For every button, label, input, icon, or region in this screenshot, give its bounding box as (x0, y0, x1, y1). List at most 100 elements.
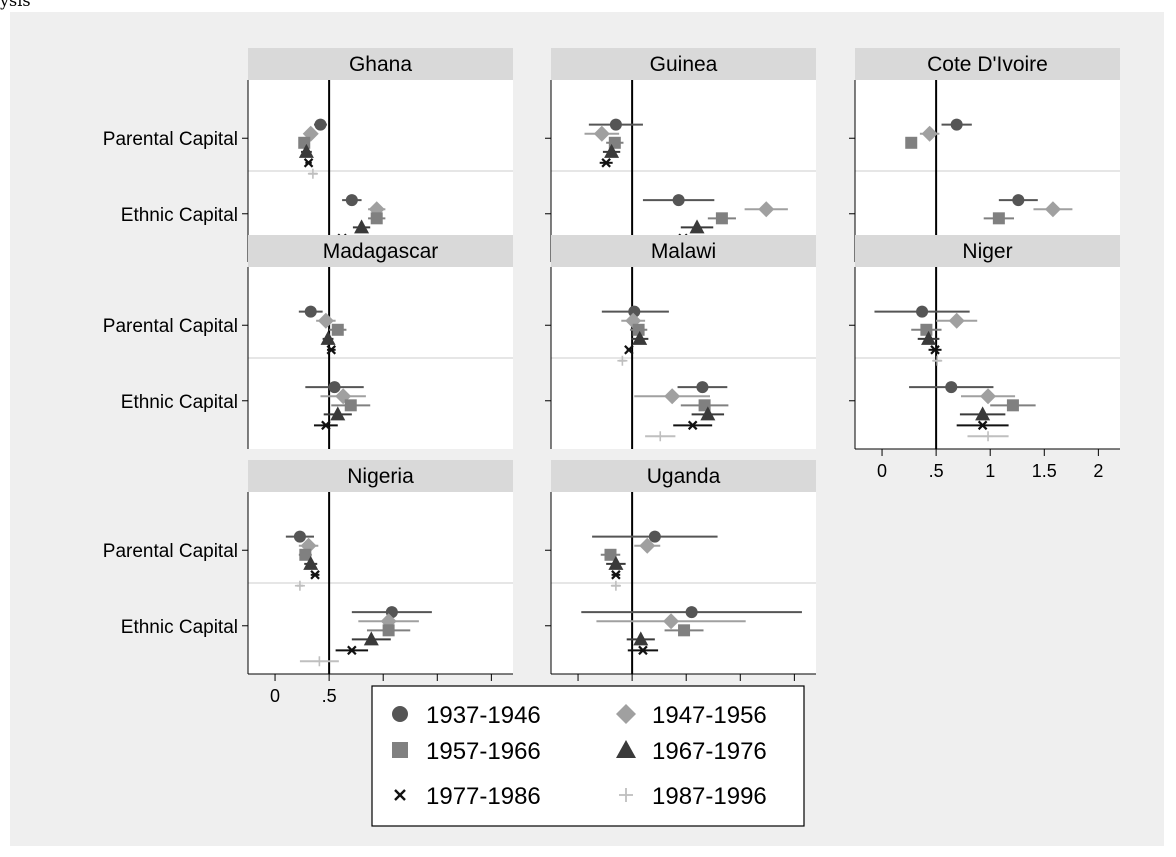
row-label: Ethnic Capital (121, 205, 238, 226)
marker-square (604, 548, 617, 561)
marker-diamond (593, 125, 610, 142)
marker-x (303, 158, 314, 168)
legend-marker-square (392, 742, 408, 758)
marker-triangle (975, 406, 991, 421)
panel-header (855, 235, 1120, 267)
panel-header (248, 48, 513, 80)
panel-header (551, 235, 816, 267)
legend-marker-diamond (616, 704, 636, 724)
marker-circle (1012, 194, 1025, 207)
marker-triangle (633, 631, 649, 646)
legend-marker-circle (392, 706, 408, 722)
panel-guinea: Guinea (545, 48, 816, 262)
marker-x (930, 345, 940, 355)
marker-diamond (980, 388, 997, 405)
marker-triangle (921, 330, 937, 345)
marker-square (331, 323, 344, 336)
marker-plus (655, 431, 666, 442)
marker-plus (294, 580, 305, 591)
marker-circle (314, 118, 327, 131)
marker-plus (983, 431, 994, 442)
marker-circle (304, 305, 317, 318)
x-tick-label: .5 (929, 461, 944, 481)
panel-cote-d-ivoire: Cote D'Ivoire (849, 48, 1120, 262)
marker-triangle (354, 219, 370, 234)
marker-circle (345, 194, 358, 207)
marker-circle (672, 194, 685, 207)
legend-label: 1947-1956 (652, 702, 767, 729)
panel-nigeria: Nigeria Parental Capital Ethnic Capital 0 .5… (103, 460, 513, 706)
row-label: Parental Capital (103, 316, 238, 337)
marker-x (326, 345, 337, 355)
marker-circle (696, 381, 709, 394)
marker-x-stroke (611, 570, 621, 580)
marker-x (601, 158, 611, 168)
marker-square (715, 212, 728, 225)
marker-triangle (298, 143, 314, 158)
legend-item: 1957-1966 (392, 738, 541, 765)
marker-diamond (921, 125, 938, 142)
marker-x (624, 345, 634, 355)
x-tick-label: 1 (985, 461, 995, 481)
marker-diamond (664, 388, 681, 405)
legend-label: 1967-1976 (652, 738, 767, 765)
marker-diamond (758, 201, 775, 218)
marker-x (611, 570, 621, 580)
marker-x-stroke (930, 345, 940, 355)
marker-square (382, 624, 395, 637)
panel-title: Malawi (651, 240, 716, 263)
marker-triangle (320, 330, 336, 345)
panel-header (248, 235, 513, 267)
clipped-caption-text: ysis (0, 0, 31, 10)
marker-x (310, 570, 320, 580)
marker-x-stroke (601, 158, 611, 168)
marker-x (321, 420, 331, 431)
marker-x-stroke (687, 420, 698, 431)
panel-madagascar: Madagascar Parental Capital Ethnic Capital (103, 235, 513, 449)
legend-label: 1957-1966 (426, 738, 541, 765)
marker-circle (916, 305, 929, 318)
panel-title: Niger (962, 240, 1012, 263)
legend-item: 1987-1996 (619, 783, 767, 810)
legend-label: 1977-1986 (426, 783, 541, 810)
legend-item: 1937-1946 (392, 702, 541, 729)
panel-header (551, 48, 816, 80)
legend-box (371, 685, 805, 827)
legend-marker-triangle (616, 740, 636, 758)
panel-uganda: Uganda0.511.52 (545, 460, 816, 706)
marker-triangle (608, 555, 624, 570)
marker-diamond (317, 312, 334, 329)
marker-square (344, 399, 357, 412)
row-label: Ethnic Capital (121, 392, 238, 413)
marker-x (638, 645, 648, 656)
marker-diamond (663, 613, 680, 630)
marker-x-stroke (624, 345, 634, 355)
marker-x (977, 420, 988, 431)
panel-title: Ghana (349, 53, 412, 76)
marker-circle (609, 118, 622, 131)
legend: 1937-1946 1947-1956 1957-1966 1967-1976 1977… (371, 685, 805, 827)
marker-diamond (948, 312, 965, 329)
panel-ghana: Ghana Parental Capital Ethnic Capital (103, 48, 513, 262)
marker-x (687, 420, 698, 431)
marker-square (632, 323, 645, 336)
marker-x-stroke (321, 420, 331, 431)
marker-square (298, 136, 311, 149)
marker-circle (293, 530, 306, 543)
marker-x (347, 645, 357, 656)
marker-circle (648, 530, 661, 543)
x-tick-label: 0 (877, 461, 887, 481)
marker-square (1006, 399, 1019, 412)
marker-circle (950, 118, 963, 131)
marker-plus (610, 580, 621, 591)
marker-square (370, 212, 383, 225)
marker-triangle (689, 219, 705, 234)
panel-malawi: Malawi (545, 235, 816, 449)
panel-title: Cote D'Ivoire (927, 53, 1048, 76)
row-label: Parental Capital (103, 541, 238, 562)
marker-square (992, 212, 1005, 225)
marker-plus (307, 168, 318, 179)
marker-x-stroke (303, 158, 314, 168)
marker-x-stroke (347, 645, 357, 656)
